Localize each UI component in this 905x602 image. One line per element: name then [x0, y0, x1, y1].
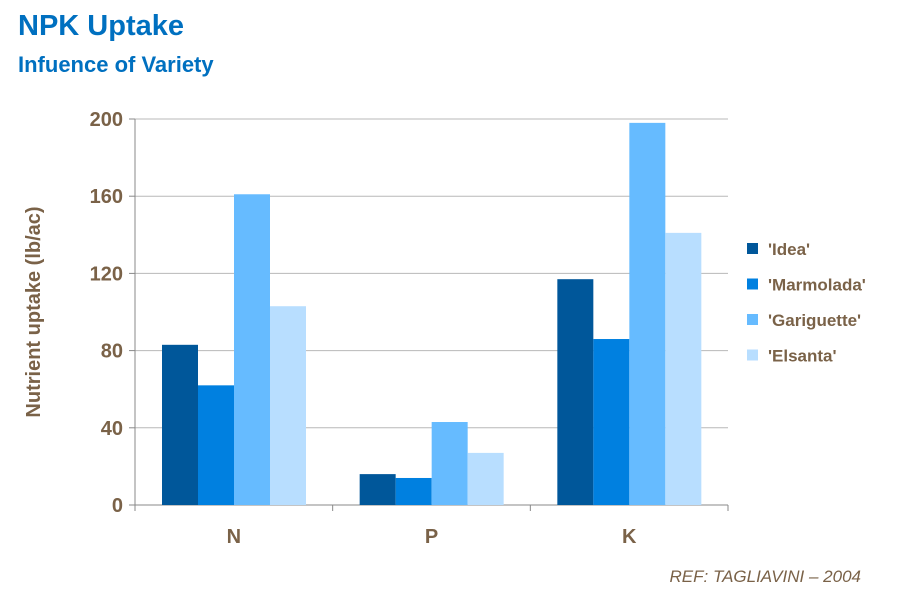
legend-label: 'Idea'	[768, 240, 810, 259]
x-tick-label: K	[622, 526, 637, 548]
legend-swatch	[747, 314, 758, 325]
bar	[629, 122, 666, 506]
legend-label: 'Elsanta'	[768, 347, 837, 366]
bar	[234, 194, 270, 505]
legend-swatch	[747, 278, 758, 290]
y-tick-label: 200	[90, 109, 123, 131]
x-tick-label: N	[227, 526, 241, 548]
bar	[395, 477, 432, 505]
legend-label: 'Gariguette'	[768, 311, 861, 330]
reference-note: REF: TAGLIAVINI – 2004	[669, 567, 862, 586]
y-tick-label: 120	[90, 263, 123, 285]
legend-swatch	[747, 243, 758, 254]
y-tick-label: 40	[101, 418, 123, 440]
chart-subtitle: Infuence of Variety	[18, 52, 214, 77]
bar	[431, 422, 468, 505]
bar	[198, 385, 234, 505]
bar	[593, 339, 630, 505]
y-tick-label: 0	[112, 495, 123, 517]
bar	[467, 452, 504, 505]
y-tick-label: 80	[101, 341, 123, 363]
x-tick-label: P	[425, 526, 438, 548]
bar	[665, 232, 702, 505]
legend-label: 'Marmolada'	[768, 276, 866, 295]
chart-title: NPK Uptake	[18, 10, 184, 42]
y-tick-label: 160	[90, 186, 123, 208]
bar	[162, 344, 198, 505]
bar	[359, 474, 396, 505]
bar	[557, 279, 594, 505]
y-axis-label: Nutrient uptake (lb/ac)	[23, 206, 45, 417]
legend-swatch	[747, 349, 758, 361]
bar	[270, 306, 306, 505]
